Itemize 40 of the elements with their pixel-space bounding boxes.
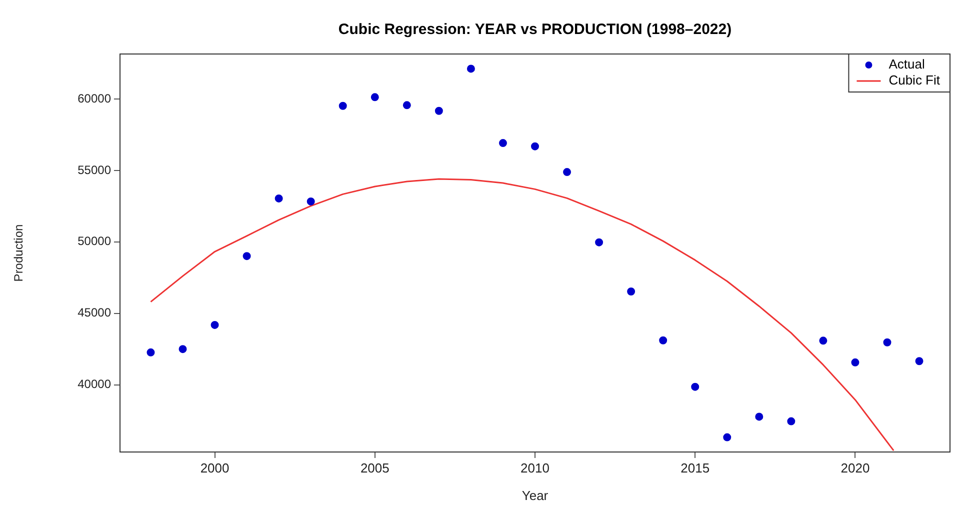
x-tick-label: 2015 — [680, 460, 710, 476]
point — [498, 139, 507, 148]
point — [659, 336, 668, 344]
y-tick-label: 50000 — [78, 234, 112, 248]
legend-label: Cubic Fit — [888, 72, 940, 88]
point — [851, 358, 860, 366]
point — [178, 345, 187, 354]
point — [595, 238, 604, 246]
y-tick-label: 55000 — [78, 162, 112, 177]
y-tick-label: 40000 — [78, 377, 112, 392]
y-tick-label: 45000 — [78, 306, 112, 320]
point — [723, 433, 732, 442]
point — [819, 336, 828, 345]
point — [466, 64, 475, 73]
point — [370, 93, 379, 102]
point — [915, 357, 924, 366]
point — [242, 252, 251, 260]
point — [627, 288, 636, 296]
point — [434, 106, 443, 115]
legend-label: Actual — [888, 56, 925, 72]
point — [402, 101, 411, 110]
chart-title: Cubic Regression: YEAR vs PRODUCTION (1998–2022) — [338, 21, 732, 38]
point — [563, 168, 572, 176]
point — [531, 142, 539, 150]
x-tick-label: 2005 — [360, 460, 390, 476]
y-axis-title: Production — [12, 224, 26, 282]
point — [691, 382, 700, 391]
x-tick-label: 2020 — [840, 460, 870, 476]
point — [787, 417, 796, 426]
x-tick-label: 2010 — [520, 460, 550, 476]
x-axis-title: Year — [522, 488, 549, 503]
point — [338, 102, 347, 110]
x-tick-label: 2000 — [200, 460, 230, 476]
point — [883, 338, 892, 346]
point — [274, 194, 283, 202]
point — [146, 348, 155, 356]
point — [306, 197, 315, 206]
point — [210, 320, 219, 329]
point — [755, 412, 764, 421]
y-tick-label: 60000 — [78, 91, 112, 106]
